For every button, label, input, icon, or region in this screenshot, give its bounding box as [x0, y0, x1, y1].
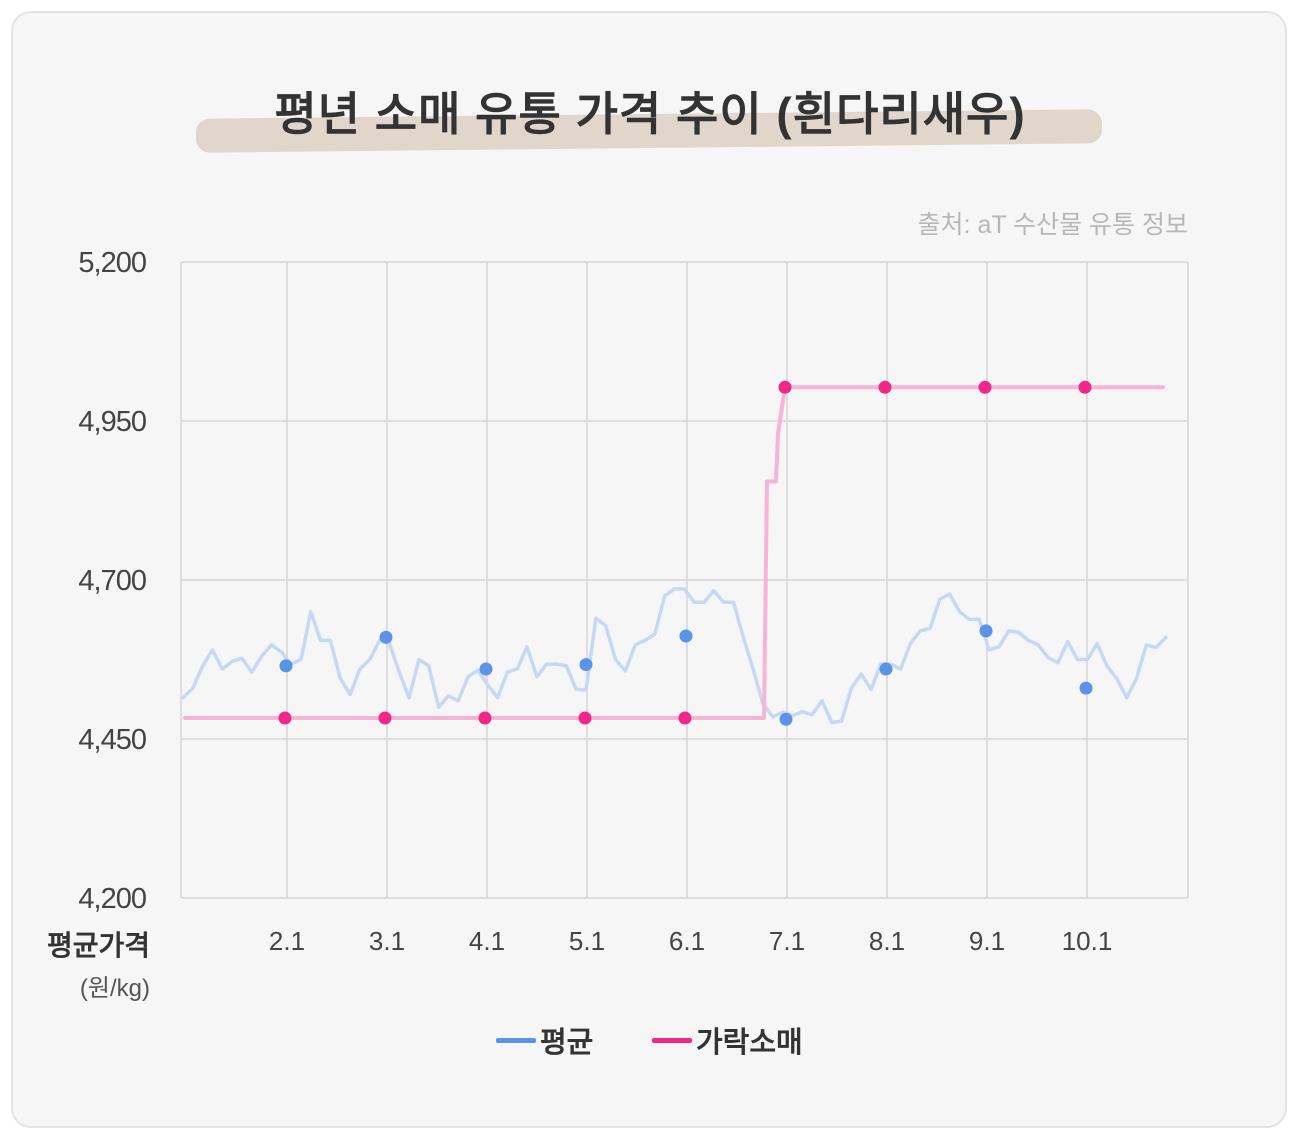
- y-axis-unit: (원/kg): [79, 975, 150, 1002]
- garak-point: [1078, 380, 1092, 394]
- garak-point: [778, 380, 792, 394]
- y-tick-label: 4,950: [78, 406, 146, 438]
- garak-point: [478, 711, 492, 725]
- avg-point: [479, 662, 493, 676]
- x-tick-label: 9.1: [969, 926, 1005, 956]
- garak-point: [678, 711, 692, 725]
- avg-point: [879, 662, 893, 676]
- y-tick-label: 5,200: [78, 247, 146, 279]
- x-tick-label: 7.1: [769, 926, 805, 956]
- chart-card: [11, 11, 1287, 1128]
- x-tick-label: 4.1: [469, 926, 505, 956]
- y-tick-label: 4,450: [78, 724, 146, 756]
- avg-point: [579, 658, 593, 672]
- avg-point: [279, 659, 293, 673]
- x-tick-label: 6.1: [669, 926, 705, 956]
- garak-point: [378, 711, 392, 725]
- y-tick-label: 4,200: [78, 883, 146, 915]
- legend-label-avg: 평균: [540, 1027, 594, 1059]
- legend-swatch-garak: [652, 1037, 692, 1043]
- avg-point: [979, 624, 993, 638]
- garak-point: [878, 380, 892, 394]
- y-axis-title: 평균가격: [46, 930, 150, 961]
- legend-swatch-avg: [496, 1037, 536, 1043]
- garak-point: [278, 711, 292, 725]
- garak-point: [578, 711, 592, 725]
- series-garak-line: [183, 385, 1165, 720]
- legend-label-garak: 가락소매: [696, 1027, 803, 1059]
- title-area: 평년 소매 유통 가격 추이 (흰다리새우): [0, 62, 1300, 162]
- legend-item-avg[interactable]: 평균: [496, 1020, 593, 1060]
- legend-item-garak[interactable]: 가락소매: [652, 1020, 803, 1060]
- x-tick-label: 3.1: [369, 926, 405, 956]
- garak-point: [978, 380, 992, 394]
- legend: 평균 가락소매: [0, 1020, 1300, 1060]
- y-tick-label: 4,700: [78, 565, 146, 597]
- avg-point: [1079, 681, 1093, 695]
- x-tick-label: 5.1: [569, 926, 605, 956]
- series-avg-line: [181, 587, 1168, 725]
- avg-point: [779, 712, 793, 726]
- chart-title: 평년 소매 유통 가격 추이 (흰다리새우): [274, 88, 1026, 140]
- avg-point: [679, 629, 693, 643]
- source-note: 출처: aT 수산물 유통 정보: [917, 211, 1188, 239]
- x-tick-label: 8.1: [869, 926, 905, 956]
- avg-point: [379, 630, 393, 644]
- x-tick-label: 10.1: [1062, 926, 1113, 956]
- x-tick-label: 2.1: [269, 926, 305, 956]
